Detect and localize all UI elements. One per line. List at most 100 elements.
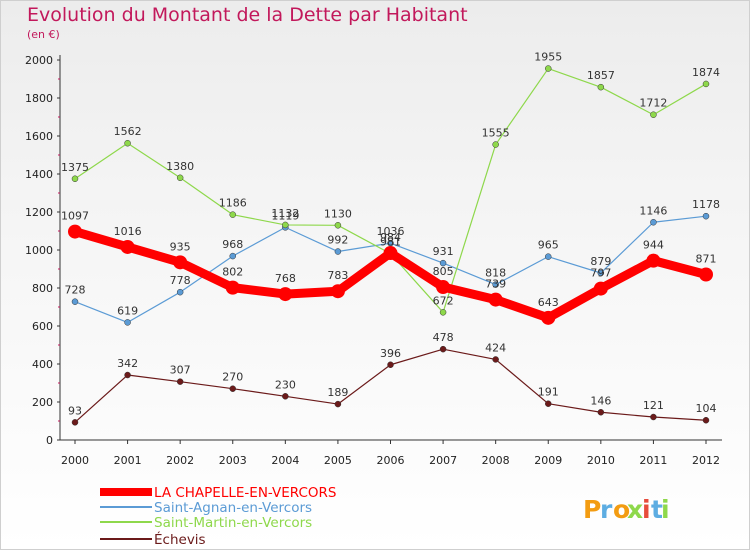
data-label: 1186 [219, 197, 247, 210]
data-label: 643 [538, 296, 559, 309]
y-tick-label: 400 [32, 358, 53, 371]
logo-letter: P [583, 495, 601, 524]
data-label: 739 [485, 278, 506, 291]
series-line [74, 348, 707, 423]
logo-letter: r [600, 495, 613, 524]
data-label: 478 [433, 331, 454, 344]
data-label: 1097 [61, 210, 89, 223]
data-label: 1555 [482, 127, 510, 140]
data-label: 802 [222, 266, 243, 279]
data-label: 1178 [692, 198, 720, 211]
data-label: 935 [170, 240, 191, 253]
data-point [229, 385, 236, 392]
data-point [439, 259, 447, 267]
data-label: 944 [643, 239, 664, 252]
data-point [597, 83, 605, 91]
data-point [383, 246, 398, 261]
data-label: 619 [117, 304, 138, 317]
data-label: 1375 [61, 161, 89, 174]
data-label: 818 [485, 267, 506, 280]
data-point [68, 224, 82, 239]
data-point [71, 419, 79, 426]
data-label: 1562 [114, 125, 142, 138]
chart-title: Evolution du Montant de la Dette par Hab… [27, 4, 468, 26]
data-point [439, 309, 447, 316]
data-point [593, 281, 608, 296]
data-label: 1132 [271, 207, 299, 220]
data-point [124, 319, 131, 326]
data-point [545, 400, 552, 407]
data-label: 189 [327, 386, 348, 399]
data-point [334, 400, 342, 408]
data-label: 992 [327, 234, 348, 247]
data-label: 1955 [534, 51, 562, 64]
data-label: 396 [380, 347, 401, 360]
data-point [492, 356, 499, 363]
data-point [545, 253, 552, 260]
data-point [650, 111, 657, 118]
y-tick-label: 2000 [25, 54, 53, 67]
data-label: 1119 [271, 209, 299, 222]
x-tick-label: 2005 [324, 454, 352, 467]
legend-item: LA CHAPELLE-EN-VERCORS [100, 485, 336, 501]
logo-letter: i [661, 495, 670, 524]
data-label: 121 [643, 399, 664, 412]
y-tick-label: 1000 [25, 244, 53, 257]
legend-label: LA CHAPELLE-EN-VERCORS [154, 485, 336, 501]
x-tick-label: 2000 [61, 454, 89, 467]
data-point [650, 413, 657, 421]
data-label: 1146 [639, 204, 667, 217]
data-point [334, 248, 342, 255]
data-point [71, 298, 79, 305]
data-point [646, 253, 661, 268]
data-point [541, 310, 556, 325]
data-label: 146 [590, 394, 611, 407]
y-tick-label: 0 [46, 434, 53, 447]
data-label: 93 [68, 404, 82, 417]
data-point [124, 139, 131, 147]
data-point [702, 212, 710, 220]
legend-label: Saint-Agnan-en-Vercors [154, 500, 312, 516]
data-label: 1874 [692, 66, 720, 79]
legend-item: Échevis [100, 531, 206, 548]
data-label: 1712 [639, 97, 667, 110]
data-label: 728 [65, 284, 86, 297]
data-point [650, 219, 657, 226]
y-tick-label: 600 [32, 320, 53, 333]
x-tick-label: 2011 [639, 454, 667, 467]
data-label: 778 [170, 274, 191, 287]
data-label: 783 [327, 269, 348, 282]
x-tick-label: 2012 [692, 454, 720, 467]
legend: LA CHAPELLE-EN-VERCORSSaint-Agnan-en-Ver… [100, 485, 336, 548]
x-tick-label: 2009 [534, 454, 562, 467]
legend-label: Échevis [154, 531, 206, 548]
y-tick-label: 1200 [25, 206, 53, 219]
x-tick-label: 2008 [482, 454, 510, 467]
data-point [229, 252, 236, 260]
data-label: 805 [433, 265, 454, 278]
y-tick-label: 200 [32, 396, 53, 409]
x-tick-label: 2010 [587, 454, 615, 467]
data-label: 672 [433, 294, 454, 307]
data-label: 879 [590, 255, 611, 268]
data-label: 768 [275, 272, 296, 285]
logo-letter: x [627, 495, 643, 524]
data-point [387, 361, 394, 369]
data-label: 191 [538, 386, 559, 399]
data-point [176, 378, 184, 385]
x-tick-label: 2004 [271, 454, 299, 467]
chart-subtitle: (en €) [27, 28, 60, 41]
data-point [439, 345, 447, 353]
data-label: 104 [696, 402, 717, 415]
data-point [436, 280, 451, 295]
data-point [120, 239, 135, 254]
data-label: 931 [433, 245, 454, 258]
data-point [176, 288, 184, 296]
data-label: 1857 [587, 69, 615, 82]
series-3 [71, 345, 710, 426]
data-point [702, 80, 710, 88]
data-point [225, 280, 240, 295]
logo-letter: i [642, 495, 651, 524]
x-tick-label: 2002 [166, 454, 194, 467]
